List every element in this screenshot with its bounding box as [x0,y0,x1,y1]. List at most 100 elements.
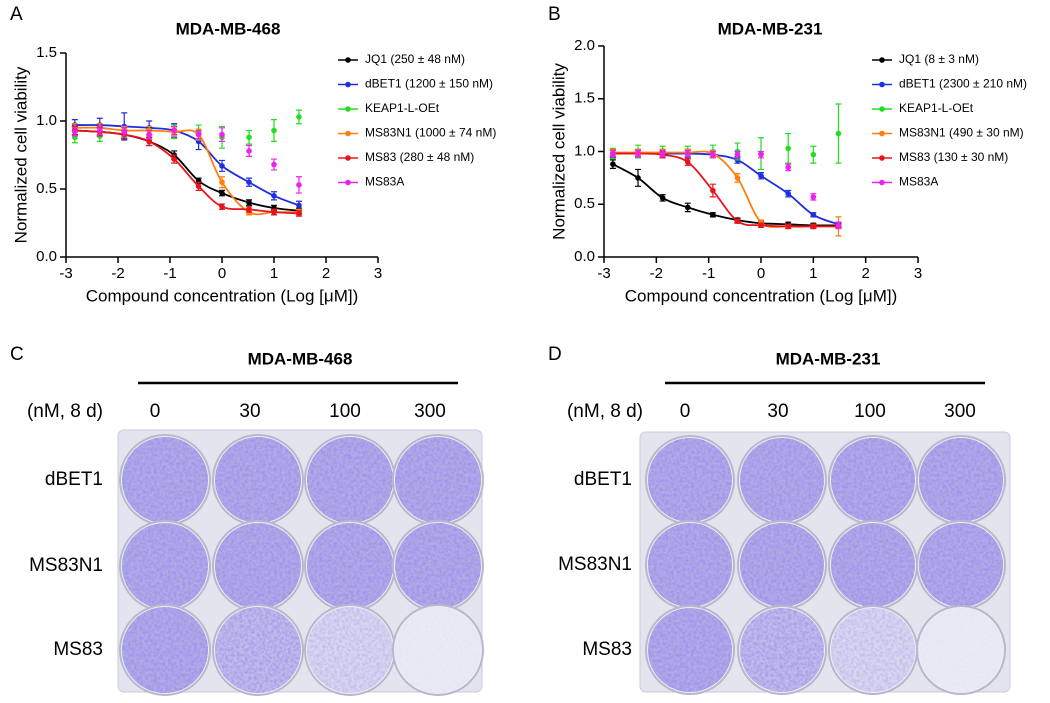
dose-label: 0 [150,401,161,422]
x-axis-label: Compound concentration (Log [μM]) [625,286,898,305]
data-point [810,151,817,158]
legend-marker [879,57,885,63]
dose-label: 30 [239,401,260,422]
data-point [296,210,302,217]
data-point [734,151,741,158]
data-point [710,187,716,194]
well-stain [395,607,481,693]
well-stain [307,523,393,609]
legend-marker [345,155,351,161]
data-point [659,150,666,157]
y-axis-label: Normalized cell viability [549,63,568,240]
row-label: MS83 [582,639,632,660]
well-stain [122,437,208,523]
dose-label: 30 [767,401,788,422]
legend-marker [879,106,885,112]
x-tick-label: -1 [163,265,176,282]
legend-marker [345,57,351,63]
dose-unit: (nM, 8 d) [27,401,103,422]
fit-curve [612,150,839,228]
y-tick-label: 0.5 [36,180,57,197]
legend-label: MS83N1 (490 ± 30 nM) [899,126,1024,140]
data-point [785,164,792,171]
fit-curve [74,126,299,216]
legend-label: dBET1 (1200 ± 150 nM) [365,77,493,91]
y-tick-label: 1.0 [574,142,595,159]
dose-label: 100 [854,401,886,422]
legend-marker [879,130,885,137]
dose-unit: (nM, 8 d) [567,401,643,422]
data-point [710,151,716,158]
x-tick-label: 1 [809,265,817,282]
data-point [610,150,616,157]
well-stain [395,437,481,523]
data-point [684,159,691,165]
row-label: MS83N1 [29,555,103,576]
data-point [121,129,128,135]
dose-label: 300 [414,401,446,422]
data-point [835,222,842,229]
x-tick-label: 0 [218,265,226,282]
x-tick-label: 0 [757,265,765,282]
x-tick-label: -3 [597,265,610,282]
dose-label: 100 [329,401,361,422]
chart-title: MDA-MB-468 [176,19,281,38]
data-point [785,223,792,230]
y-tick-label: 1.5 [574,90,595,107]
data-point [146,131,152,138]
data-point [271,209,277,215]
data-point [785,190,792,197]
data-point [810,223,817,230]
row-label: MS83N1 [558,554,632,575]
data-point [72,129,78,135]
data-point [195,183,202,190]
row-label: dBET1 [574,469,632,490]
data-point [635,150,641,157]
well-stain [740,523,824,607]
well-stain [215,523,301,609]
legend-marker [345,130,351,137]
well-stain [740,608,824,692]
data-point [635,175,641,181]
data-point [246,134,252,141]
data-point [659,195,666,201]
data-point [246,179,252,185]
well-stain [215,437,301,523]
legend-label: MS83 (130 ± 30 nM) [899,150,1008,164]
x-tick-label: -2 [650,265,663,282]
data-point [171,127,177,134]
row-label: dBET1 [45,469,103,490]
row-label: MS83 [53,639,103,660]
x-tick-label: 3 [914,265,922,282]
data-point [710,212,716,218]
data-point [97,127,103,134]
data-point [684,204,691,211]
legend-label: JQ1 (8 ± 3 nM) [899,52,979,66]
y-tick-label: 0.5 [574,195,595,212]
panel-label: A [10,4,23,25]
data-point [758,151,764,158]
legend-marker [879,155,885,161]
x-tick-label: -2 [111,265,124,282]
data-point [271,161,277,168]
data-point [246,199,252,206]
data-point [758,222,764,229]
legend-label: MS83 (280 ± 48 nM) [365,150,474,164]
data-point [219,179,225,185]
x-tick-label: 2 [861,265,869,282]
well-stain [919,523,1003,607]
fit-curve [74,124,300,207]
data-point [195,131,202,138]
fit-curve [612,152,839,228]
panel-label: D [548,344,562,365]
data-point [734,218,741,224]
fit-curve [74,129,300,212]
data-point [219,190,225,196]
legend-marker [879,81,885,88]
legend-label: JQ1 (250 ± 48 nM) [365,52,465,66]
well-stain [648,438,732,522]
y-tick-label: 0.0 [36,248,57,265]
x-tick-label: -1 [702,265,715,282]
data-point [296,114,302,120]
chart-title: MDA-MB-231 [718,19,823,38]
